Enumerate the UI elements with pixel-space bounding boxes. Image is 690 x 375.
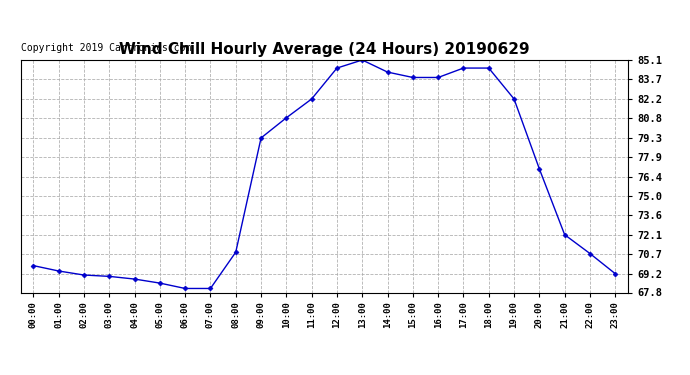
Title: Wind Chill Hourly Average (24 Hours) 20190629: Wind Chill Hourly Average (24 Hours) 201… (119, 42, 530, 57)
Text: Copyright 2019 Cartronics.com: Copyright 2019 Cartronics.com (21, 43, 191, 53)
Text: Temperature  (°F): Temperature (°F) (537, 41, 643, 51)
